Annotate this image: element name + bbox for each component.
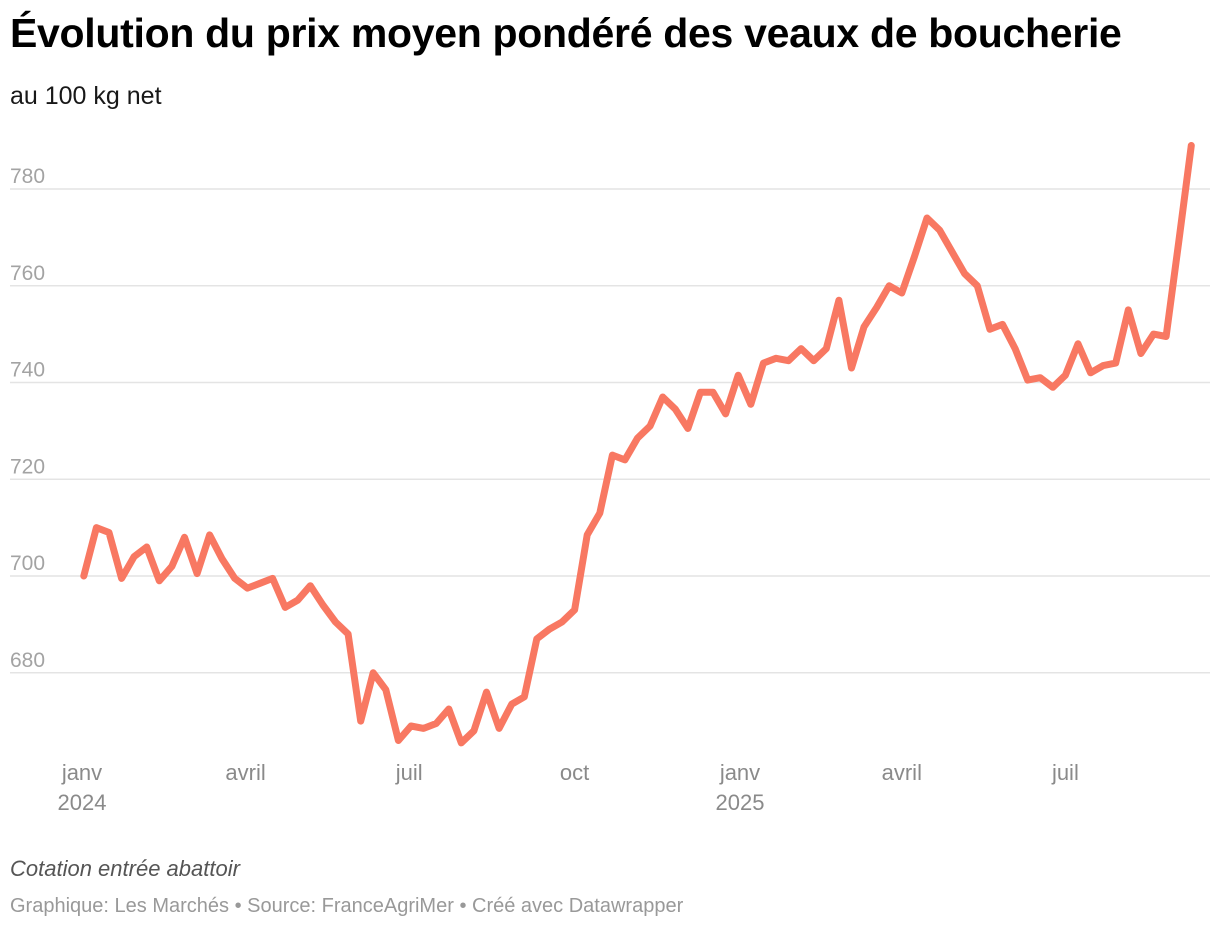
x-tick-label: juil [1051, 760, 1079, 785]
x-axis-labels: janv 2024 avril juil oct janv 2025 avril juil [58, 760, 1079, 815]
x-tick-label: avril [882, 760, 922, 785]
x-tick-year-label: 2025 [716, 790, 765, 815]
footer-tool: Créé avec Datawrapper [472, 895, 684, 917]
x-tick-label: oct [560, 760, 589, 785]
y-tick-label: 700 [10, 552, 45, 575]
chart-subtitle: au 100 kg net [10, 82, 162, 110]
y-axis-labels: 680 700 720 740 760 780 [10, 165, 45, 672]
y-tick-label: 680 [10, 649, 45, 672]
chart-notes: Cotation entrée abattoir [10, 856, 240, 881]
x-tick-label: janv [719, 760, 760, 785]
footer-source: Source: FranceAgriMer [247, 895, 454, 917]
footer-separator: • [229, 895, 248, 917]
chart-title: Évolution du prix moyen pondéré des veau… [10, 10, 1122, 56]
y-tick-label: 740 [10, 359, 45, 382]
y-tick-label: 720 [10, 455, 45, 478]
footer-credit: Graphique: Les Marchés [10, 895, 230, 917]
y-tick-label: 760 [10, 262, 45, 285]
x-tick-label: avril [225, 760, 265, 785]
footer-separator: • [453, 895, 473, 917]
series-layer [80, 142, 1195, 747]
y-tick-label: 780 [10, 165, 45, 188]
x-tick-year-label: 2024 [58, 790, 107, 815]
grid-layer [10, 188, 1210, 674]
x-tick-label: janv [61, 760, 102, 785]
chart-footer: Graphique: Les Marchés • Source: FranceA… [10, 895, 683, 918]
x-tick-label: juil [395, 760, 423, 785]
series-line [80, 142, 1195, 747]
